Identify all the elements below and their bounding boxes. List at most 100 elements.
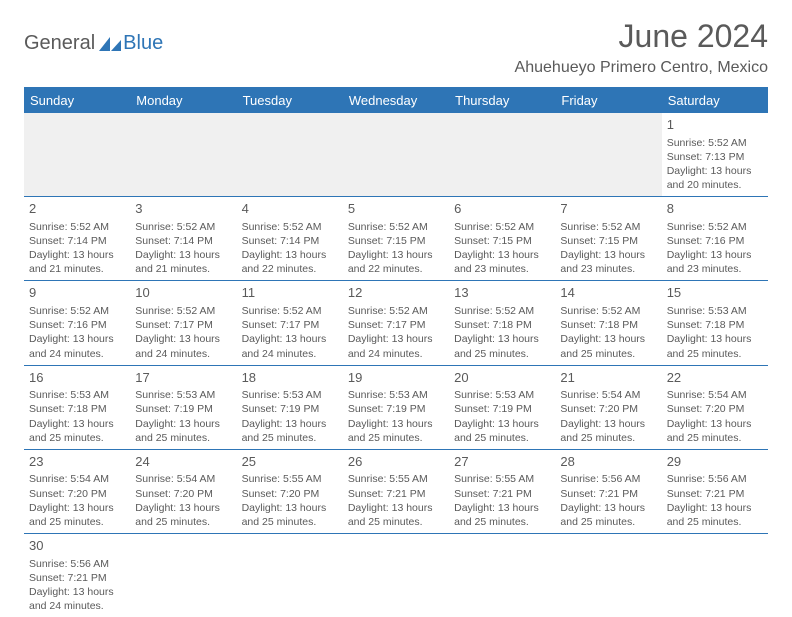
sunrise-line: Sunrise: 5:53 AM bbox=[242, 388, 338, 402]
sunrise-line: Sunrise: 5:52 AM bbox=[29, 220, 125, 234]
day-number: 19 bbox=[348, 369, 444, 387]
calendar-week-row: 2Sunrise: 5:52 AMSunset: 7:14 PMDaylight… bbox=[24, 197, 768, 281]
calendar-table: Sunday Monday Tuesday Wednesday Thursday… bbox=[24, 88, 768, 617]
calendar-day-cell: 20Sunrise: 5:53 AMSunset: 7:19 PMDayligh… bbox=[449, 365, 555, 449]
sunset-line: Sunset: 7:20 PM bbox=[29, 487, 125, 501]
day-number: 24 bbox=[135, 453, 231, 471]
sunset-line: Sunset: 7:21 PM bbox=[454, 487, 550, 501]
calendar-empty-cell bbox=[449, 534, 555, 617]
calendar-empty-cell bbox=[343, 534, 449, 617]
calendar-day-cell: 6Sunrise: 5:52 AMSunset: 7:15 PMDaylight… bbox=[449, 197, 555, 281]
sunrise-line: Sunrise: 5:52 AM bbox=[135, 304, 231, 318]
sunrise-line: Sunrise: 5:52 AM bbox=[454, 220, 550, 234]
calendar-day-cell: 9Sunrise: 5:52 AMSunset: 7:16 PMDaylight… bbox=[24, 281, 130, 365]
sunset-line: Sunset: 7:18 PM bbox=[454, 318, 550, 332]
day-header: Wednesday bbox=[343, 88, 449, 113]
daylight-line: Daylight: 13 hours and 21 minutes. bbox=[135, 248, 231, 276]
sunrise-line: Sunrise: 5:56 AM bbox=[667, 472, 763, 486]
daylight-line: Daylight: 13 hours and 24 minutes. bbox=[135, 332, 231, 360]
sunset-line: Sunset: 7:14 PM bbox=[135, 234, 231, 248]
sunrise-line: Sunrise: 5:56 AM bbox=[560, 472, 656, 486]
calendar-day-cell: 11Sunrise: 5:52 AMSunset: 7:17 PMDayligh… bbox=[237, 281, 343, 365]
sunset-line: Sunset: 7:13 PM bbox=[667, 150, 763, 164]
day-header: Saturday bbox=[662, 88, 768, 113]
calendar-empty-cell bbox=[130, 534, 236, 617]
calendar-week-row: 1Sunrise: 5:52 AMSunset: 7:13 PMDaylight… bbox=[24, 113, 768, 197]
sunset-line: Sunset: 7:15 PM bbox=[348, 234, 444, 248]
sunrise-line: Sunrise: 5:54 AM bbox=[667, 388, 763, 402]
sunrise-line: Sunrise: 5:53 AM bbox=[29, 388, 125, 402]
sunrise-line: Sunrise: 5:53 AM bbox=[135, 388, 231, 402]
daylight-line: Daylight: 13 hours and 25 minutes. bbox=[135, 501, 231, 529]
day-number: 21 bbox=[560, 369, 656, 387]
calendar-empty-cell bbox=[237, 113, 343, 197]
logo-sail-icon bbox=[99, 37, 121, 51]
calendar-week-row: 16Sunrise: 5:53 AMSunset: 7:18 PMDayligh… bbox=[24, 365, 768, 449]
sunset-line: Sunset: 7:14 PM bbox=[242, 234, 338, 248]
logo: General Blue bbox=[24, 32, 163, 55]
calendar-day-cell: 4Sunrise: 5:52 AMSunset: 7:14 PMDaylight… bbox=[237, 197, 343, 281]
sunset-line: Sunset: 7:18 PM bbox=[560, 318, 656, 332]
calendar-day-cell: 14Sunrise: 5:52 AMSunset: 7:18 PMDayligh… bbox=[555, 281, 661, 365]
calendar-day-cell: 23Sunrise: 5:54 AMSunset: 7:20 PMDayligh… bbox=[24, 449, 130, 533]
calendar-day-cell: 2 Sunrise: 5:52 AMSunset: 7:14 PMDaylight… bbox=[24, 197, 130, 281]
daylight-line: Daylight: 13 hours and 24 minutes. bbox=[348, 332, 444, 360]
sunrise-line: Sunrise: 5:56 AM bbox=[29, 557, 125, 571]
sunset-line: Sunset: 7:18 PM bbox=[29, 402, 125, 416]
day-number: 6 bbox=[454, 200, 550, 218]
daylight-line: Daylight: 13 hours and 20 minutes. bbox=[667, 164, 763, 192]
calendar-day-cell: 22Sunrise: 5:54 AMSunset: 7:20 PMDayligh… bbox=[662, 365, 768, 449]
calendar-day-cell: 27Sunrise: 5:55 AMSunset: 7:21 PMDayligh… bbox=[449, 449, 555, 533]
title-block: June 2024 Ahuehueyo Primero Centro, Mexi… bbox=[515, 18, 768, 77]
daylight-line: Daylight: 13 hours and 25 minutes. bbox=[454, 332, 550, 360]
day-number: 14 bbox=[560, 284, 656, 302]
day-number: 15 bbox=[667, 284, 763, 302]
daylight-line: Daylight: 13 hours and 25 minutes. bbox=[454, 417, 550, 445]
day-number: 5 bbox=[348, 200, 444, 218]
day-number: 26 bbox=[348, 453, 444, 471]
sunset-line: Sunset: 7:15 PM bbox=[560, 234, 656, 248]
day-number: 2 bbox=[29, 200, 125, 218]
sunrise-line: Sunrise: 5:52 AM bbox=[348, 220, 444, 234]
daylight-line: Daylight: 13 hours and 25 minutes. bbox=[242, 417, 338, 445]
sunset-line: Sunset: 7:20 PM bbox=[242, 487, 338, 501]
daylight-line: Daylight: 13 hours and 23 minutes. bbox=[667, 248, 763, 276]
sunset-line: Sunset: 7:19 PM bbox=[454, 402, 550, 416]
day-header: Friday bbox=[555, 88, 661, 113]
sunset-line: Sunset: 7:17 PM bbox=[242, 318, 338, 332]
sunrise-line: Sunrise: 5:54 AM bbox=[560, 388, 656, 402]
daylight-line: Daylight: 13 hours and 25 minutes. bbox=[560, 417, 656, 445]
sunset-line: Sunset: 7:17 PM bbox=[348, 318, 444, 332]
daylight-line: Daylight: 13 hours and 22 minutes. bbox=[242, 248, 338, 276]
calendar-day-cell: 13Sunrise: 5:52 AMSunset: 7:18 PMDayligh… bbox=[449, 281, 555, 365]
day-number: 12 bbox=[348, 284, 444, 302]
day-header: Sunday bbox=[24, 88, 130, 113]
sunset-line: Sunset: 7:20 PM bbox=[135, 487, 231, 501]
calendar-day-cell: 5Sunrise: 5:52 AMSunset: 7:15 PMDaylight… bbox=[343, 197, 449, 281]
sunset-line: Sunset: 7:19 PM bbox=[135, 402, 231, 416]
sunrise-line: Sunrise: 5:53 AM bbox=[454, 388, 550, 402]
sunrise-line: Sunrise: 5:54 AM bbox=[135, 472, 231, 486]
sunrise-line: Sunrise: 5:52 AM bbox=[667, 136, 763, 150]
day-number: 7 bbox=[560, 200, 656, 218]
day-number: 27 bbox=[454, 453, 550, 471]
sunset-line: Sunset: 7:14 PM bbox=[29, 234, 125, 248]
calendar-day-cell: 8Sunrise: 5:52 AMSunset: 7:16 PMDaylight… bbox=[662, 197, 768, 281]
calendar-empty-cell bbox=[24, 113, 130, 197]
day-number: 25 bbox=[242, 453, 338, 471]
calendar-day-cell: 12Sunrise: 5:52 AMSunset: 7:17 PMDayligh… bbox=[343, 281, 449, 365]
calendar-day-cell: 17Sunrise: 5:53 AMSunset: 7:19 PMDayligh… bbox=[130, 365, 236, 449]
sunset-line: Sunset: 7:21 PM bbox=[560, 487, 656, 501]
daylight-line: Daylight: 13 hours and 21 minutes. bbox=[29, 248, 125, 276]
daylight-line: Daylight: 13 hours and 23 minutes. bbox=[454, 248, 550, 276]
calendar-day-cell: 21Sunrise: 5:54 AMSunset: 7:20 PMDayligh… bbox=[555, 365, 661, 449]
calendar-day-cell: 1Sunrise: 5:52 AMSunset: 7:13 PMDaylight… bbox=[662, 113, 768, 197]
sunrise-line: Sunrise: 5:52 AM bbox=[242, 220, 338, 234]
calendar-day-cell: 7Sunrise: 5:52 AMSunset: 7:15 PMDaylight… bbox=[555, 197, 661, 281]
day-header-row: Sunday Monday Tuesday Wednesday Thursday… bbox=[24, 88, 768, 113]
daylight-line: Daylight: 13 hours and 25 minutes. bbox=[454, 501, 550, 529]
sunrise-line: Sunrise: 5:52 AM bbox=[29, 304, 125, 318]
calendar-day-cell: 3Sunrise: 5:52 AMSunset: 7:14 PMDaylight… bbox=[130, 197, 236, 281]
sunset-line: Sunset: 7:17 PM bbox=[135, 318, 231, 332]
calendar-day-cell: 25Sunrise: 5:55 AMSunset: 7:20 PMDayligh… bbox=[237, 449, 343, 533]
